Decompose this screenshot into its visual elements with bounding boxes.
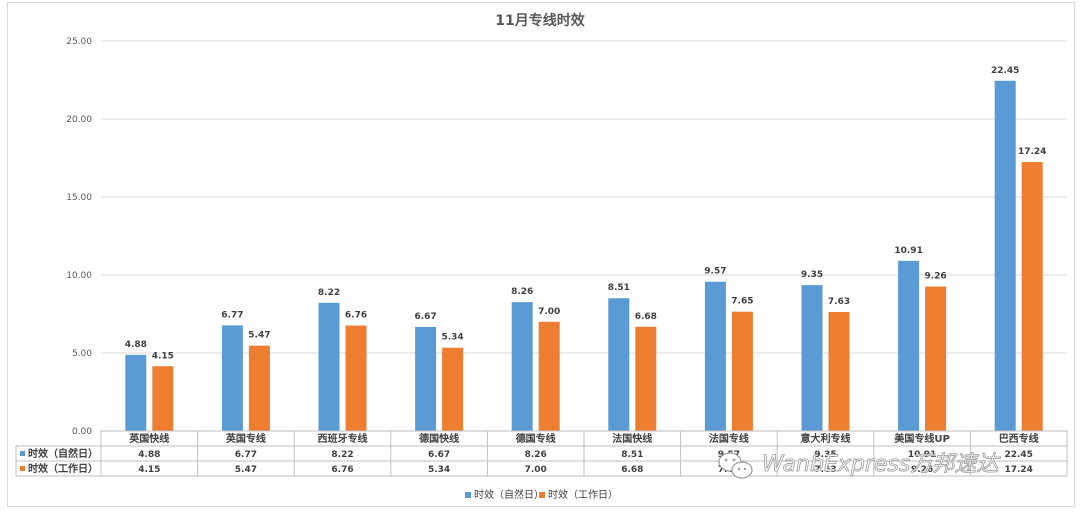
table-legend-key: [20, 466, 25, 471]
data-label: 6.68: [635, 312, 657, 322]
data-label: 9.35: [801, 270, 823, 280]
bar-working-day: [828, 311, 850, 431]
table-cell: 6.68: [621, 465, 643, 475]
y-tick-label: 10.00: [66, 271, 92, 281]
table-cell: 8.26: [525, 450, 547, 460]
table-cell: 10.91: [908, 450, 936, 460]
data-label: 8.22: [318, 288, 340, 298]
x-category-label: 意大利专线: [801, 432, 851, 445]
bar-natural-day: [898, 260, 920, 431]
watermark-text: WanbExpress万邦速达: [762, 452, 1001, 477]
data-label: 9.57: [704, 267, 726, 277]
watermark: WanbExpress万邦速达: [718, 452, 1002, 479]
y-tick-label: 5.00: [72, 349, 92, 359]
grid: [101, 40, 1067, 432]
table-cell: 8.51: [621, 450, 643, 460]
table-cell: 5.47: [235, 465, 257, 475]
bar-working-day: [925, 286, 947, 431]
x-category-label: 英国专线: [225, 432, 266, 445]
legend-key: [539, 492, 545, 498]
y-tick-label: 20.00: [66, 115, 92, 125]
x-category-label: 英国快线: [128, 432, 169, 445]
bar-natural-day: [994, 80, 1016, 431]
x-category-label: 西班牙专线: [318, 432, 368, 445]
bar-working-day: [1021, 162, 1043, 431]
data-label: 9.26: [924, 272, 946, 282]
x-category-label: 德国快线: [418, 432, 459, 445]
table-series-name: 时效（工作日）: [28, 462, 98, 475]
data-label: 6.67: [414, 312, 436, 322]
data-label: 7.65: [731, 297, 753, 307]
table-cell: 17.24: [1004, 465, 1032, 475]
table-cell: 4.88: [138, 450, 160, 460]
table-cell: 5.34: [428, 465, 450, 475]
data-label: 5.34: [441, 333, 463, 343]
bar-working-day: [538, 321, 560, 431]
bar-working-day: [345, 325, 367, 431]
x-category-label: 巴西专线: [999, 432, 1039, 445]
data-label: 8.51: [608, 283, 630, 293]
y-tick-label: 0.00: [72, 427, 92, 437]
table-cell: 9.35: [814, 450, 836, 460]
data-label: 22.45: [991, 66, 1019, 76]
data-label: 4.15: [152, 351, 174, 361]
wechat-icon: [718, 452, 753, 479]
x-category-label: 德国专线: [515, 432, 556, 445]
bar-natural-day: [704, 281, 726, 431]
bar-natural-day: [608, 298, 630, 431]
bar-working-day: [635, 326, 657, 431]
table-series-name: 时效（自然日）: [28, 447, 98, 460]
table-cell: 7.00: [525, 465, 547, 475]
bar-natural-day: [415, 326, 437, 431]
bars: [125, 80, 1043, 431]
y-tick-label: 15.00: [66, 193, 92, 203]
table-cell: 6.67: [428, 450, 450, 460]
data-label: 7.63: [828, 297, 850, 307]
table-cell: 4.15: [138, 465, 160, 475]
legend-label: 时效（工作日）: [548, 488, 618, 501]
data-labels: 4.88 4.15 6.77 5.47 8.22 6.76 6.67 5.34 8.26 7.00…: [125, 66, 1047, 361]
table-cell: 9.26: [911, 465, 933, 475]
legend: 时效（自然日） 时效（工作日）: [465, 488, 618, 501]
data-label: 17.24: [1018, 147, 1046, 157]
bar-natural-day: [318, 302, 340, 431]
table-cell: 6.76: [331, 465, 353, 475]
bar-working-day: [248, 345, 270, 431]
legend-key: [465, 492, 471, 498]
data-label: 6.76: [345, 311, 367, 321]
x-category-label: 美国专线UP: [894, 432, 949, 445]
table-legend-key: [20, 451, 25, 456]
x-category-label: 法国专线: [709, 432, 749, 445]
legend-label: 时效（自然日）: [474, 488, 544, 501]
y-axis: 0.00 5.00 10.00 15.00 20.00 25.00: [66, 37, 92, 437]
data-label: 8.26: [511, 287, 533, 297]
x-category-label: 法国快线: [612, 432, 652, 445]
data-label: 5.47: [248, 331, 270, 341]
data-label: 7.00: [538, 307, 560, 317]
data-label: 10.91: [894, 246, 922, 256]
bar-working-day: [731, 311, 753, 431]
table-cell: 22.45: [1004, 450, 1032, 460]
data-table: 英国快线 英国专线 西班牙专线 德国快线 德国专线 法国快线 法国专线 意大利专线 美国专线UP…: [15, 430, 1068, 477]
data-label: 6.77: [221, 310, 243, 320]
bar-working-day: [442, 347, 464, 431]
table-cell: 8.22: [331, 450, 353, 460]
table-cell: 6.77: [235, 450, 257, 460]
chart-title: 11月专线时效: [495, 12, 585, 29]
data-label: 4.88: [125, 340, 147, 350]
bar-natural-day: [125, 354, 147, 431]
y-tick-label: 25.00: [66, 37, 92, 47]
table-cell: 7.63: [814, 465, 836, 475]
bar-natural-day: [221, 325, 243, 431]
bar-natural-day: [801, 285, 823, 431]
bar-natural-day: [511, 302, 533, 431]
bar-working-day: [152, 366, 174, 431]
